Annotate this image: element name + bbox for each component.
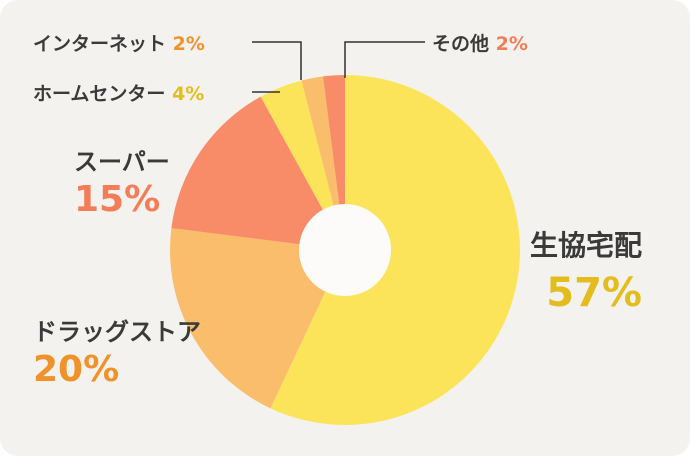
pie-slice-2 (171, 96, 345, 250)
slice-pct: 20% (33, 349, 120, 390)
slice-label: ホームセンター (33, 83, 166, 105)
slice-pct: 15% (74, 179, 161, 220)
slice-pct: 4% (172, 83, 205, 105)
leader-line-internet (252, 41, 302, 80)
slice-label: 生協宅配 (530, 229, 643, 262)
pie-slice-3 (260, 80, 345, 250)
pie-slice-0 (270, 75, 521, 425)
label-other: その他 2% (432, 29, 528, 56)
slice-pct: 57% (546, 270, 643, 316)
label-homecenter: ホームセンター 4% (33, 79, 204, 106)
slice-label: その他 (432, 33, 490, 55)
slice-pct: 2% (172, 33, 205, 55)
label-coop: 生協宅配 57% (530, 224, 642, 316)
slice-label: ドラッグストア (33, 318, 201, 346)
label-internet: インターネット 2% (33, 29, 205, 56)
donut-hole (299, 204, 391, 296)
label-supermarket: スーパー 15% (74, 142, 170, 220)
label-drugstore: ドラッグストア 20% (33, 312, 201, 390)
slice-label: スーパー (74, 148, 170, 176)
slice-label: インターネット (33, 33, 167, 55)
slice-pct: 2% (495, 33, 528, 55)
leader-line-other (344, 41, 425, 78)
pie-slice-1 (170, 228, 345, 409)
